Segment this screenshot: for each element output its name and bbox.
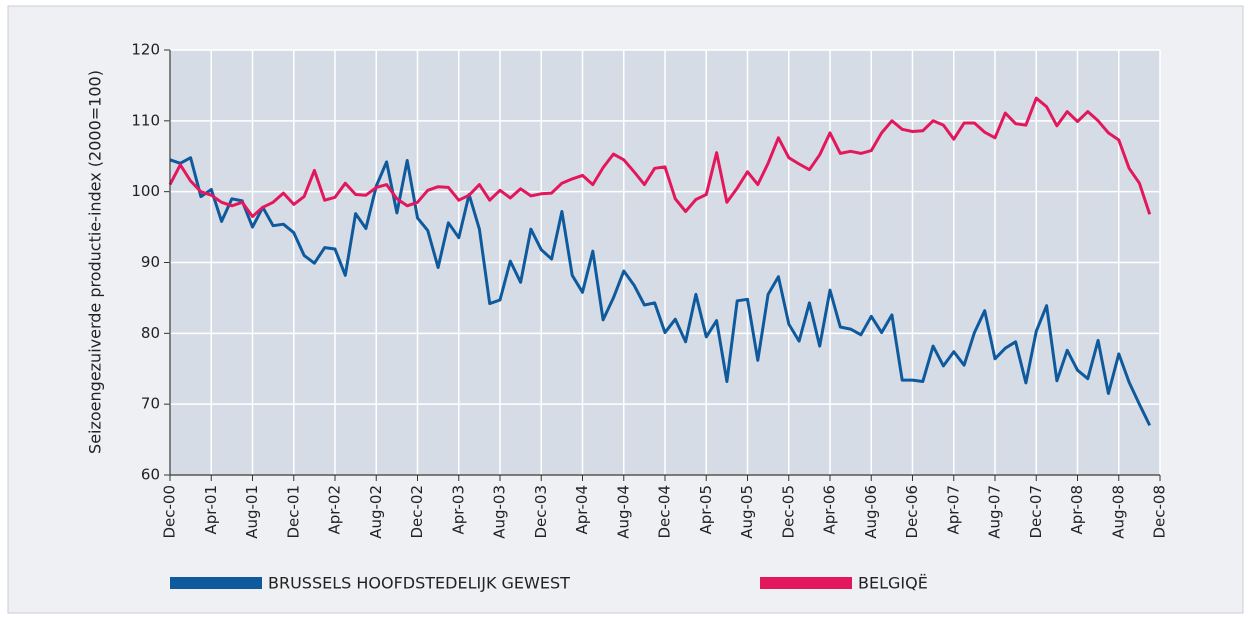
legend: BRUSSELS HOOFDSTEDELIJK GEWEST BELGIQË <box>170 574 928 593</box>
legend-label: BRUSSELS HOOFDSTEDELIJK GEWEST <box>268 574 570 593</box>
x-tick-label: Dec-00 <box>161 485 179 539</box>
x-tick-label: Dec-02 <box>408 485 426 539</box>
x-tick-label: Dec-04 <box>656 485 674 539</box>
x-tick-label: Aug-07 <box>986 485 1004 539</box>
x-tick-label: Dec-08 <box>1151 485 1169 539</box>
x-tick-label: Dec-05 <box>779 485 797 539</box>
y-tick-label: 70 <box>141 395 160 413</box>
x-tick-label: Apr-08 <box>1068 485 1086 535</box>
legend-swatch <box>760 577 852 589</box>
series-line <box>168 96 1152 218</box>
x-tick-label: Apr-01 <box>202 485 220 535</box>
legend-swatch <box>170 577 262 589</box>
x-tick-label: Aug-05 <box>738 485 756 539</box>
x-tick-label: Aug-06 <box>862 485 880 539</box>
x-tick-label: Dec-03 <box>532 485 550 539</box>
x-tick-label: Apr-05 <box>697 485 715 535</box>
x-tick-label: Apr-04 <box>573 485 591 535</box>
lines <box>168 96 1152 427</box>
y-tick-label: 100 <box>131 182 160 200</box>
x-tick-label: Aug-04 <box>614 485 632 539</box>
x-tick-label: Apr-03 <box>449 485 467 535</box>
x-tick-label: Dec-06 <box>903 485 921 539</box>
x-tick-label: Apr-02 <box>326 485 344 535</box>
y-tick-label: 90 <box>141 253 160 271</box>
series-line <box>169 156 1152 427</box>
x-tick-label: Aug-08 <box>1109 485 1127 539</box>
y-tick-label: 110 <box>131 111 160 129</box>
y-axis-title: Seizoengezuiverde productie-index (2000=… <box>86 70 105 454</box>
legend-label: BELGIQË <box>858 574 928 593</box>
x-tick-label: Aug-03 <box>491 485 509 539</box>
y-tick-label: 60 <box>141 466 160 484</box>
x-tick-label: Dec-01 <box>284 485 302 539</box>
y-tick-label: 120 <box>131 41 160 59</box>
x-tick-label: Aug-01 <box>243 485 261 539</box>
y-tick-label: 80 <box>141 324 160 342</box>
x-tick-label: Aug-02 <box>367 485 385 539</box>
x-tick-label: Dec-07 <box>1027 485 1045 539</box>
x-tick-label: Apr-06 <box>821 485 839 535</box>
x-tick-label: Apr-07 <box>944 485 962 535</box>
